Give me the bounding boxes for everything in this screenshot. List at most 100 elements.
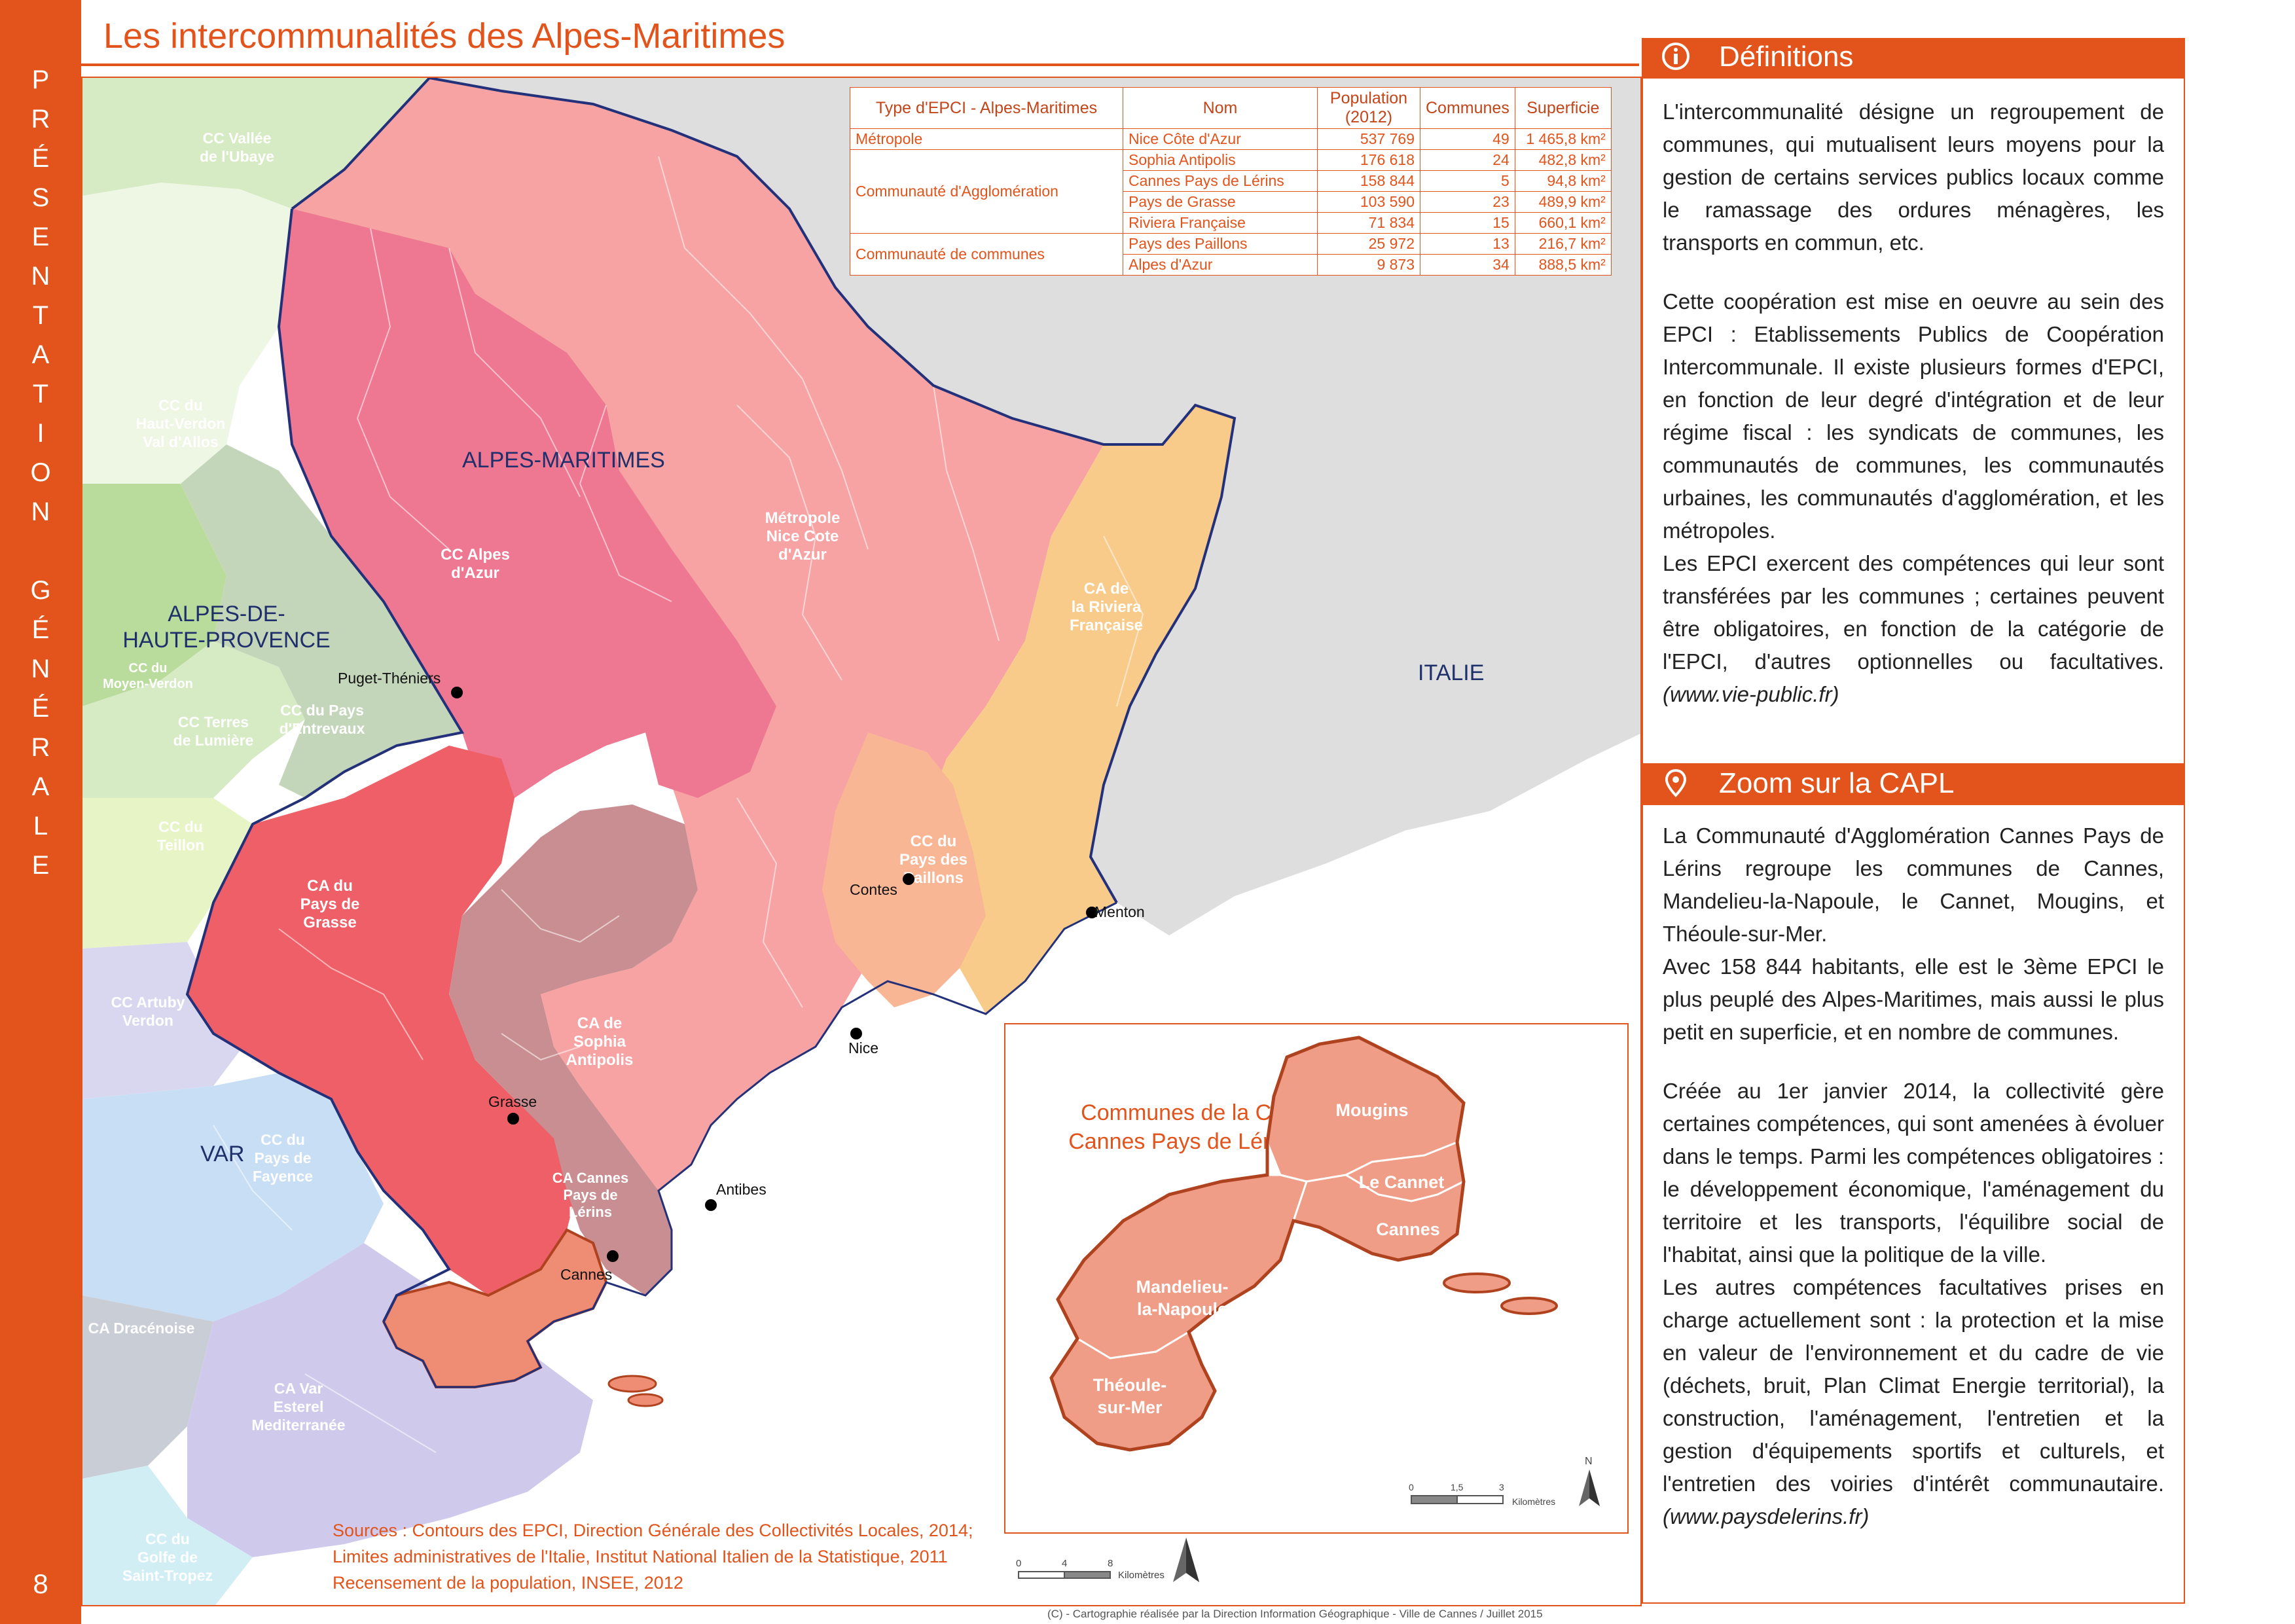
zoom-box: La Communauté d'Agglomération Cannes Pay… [1642,804,2185,1604]
label-esterel-2: Esterel [274,1398,324,1415]
inset-title-line-2: Cannes Pays de Lérins [1068,1129,1299,1154]
dept-label-var: VAR [200,1142,244,1166]
table-header-type: Type d'EPCI - Alpes-Maritimes [850,87,1123,129]
label-haut-verdon-3: Val d'Allos [143,433,218,450]
label-riviera-1: CA de [1084,580,1129,598]
inset-scale-0: 0 [1409,1482,1414,1492]
table-cell-name: Riviera Française [1123,212,1318,234]
table-cell-area: 216,7 km² [1514,233,1612,255]
map: ALPES-MARITIMES ALPES-DE- HAUTE-PROVENCE… [82,78,1640,1605]
zoom-p4: Les autres compétences facultatives pris… [1663,1275,2164,1496]
definitions-p3: Les EPCI exercent des compétences qui le… [1663,551,2164,674]
label-metropole-1: Métropole [765,509,840,527]
table-row: Métropole Nice Côte d'Azur 537 769 49 1 465,… [850,128,1612,150]
epci-table-body: Métropole Nice Côte d'Azur 537 769 49 1 465,… [850,128,1612,276]
label-moyen-verdon-1: CC du [129,661,168,676]
label-golfe-1: CC du [145,1530,190,1547]
label-artuby-2: Verdon [122,1012,173,1029]
table-cell-population: 158 844 [1317,170,1420,192]
scale-bar: 0 4 8 Kilomètres [1016,1558,1165,1581]
table-header-area: Superficie [1514,87,1612,129]
label-capl-1: CA Cannes [552,1170,629,1186]
label-haut-verdon-2: Haut-Verdon [136,415,226,432]
cities: Puget-Théniers Contes Menton Nice Grasse… [338,670,1145,1283]
side-band-letter: É [31,144,50,173]
scale-label-4: 4 [1062,1558,1067,1569]
label-grasse-3: Grasse [303,914,356,931]
inset-scale-1: 1,5 [1451,1482,1464,1492]
region-alpes-azur [279,209,776,798]
city-label-antibes: Antibes [716,1181,767,1198]
table-row: Cannes Pays de Lérins 158 844 5 94,8 km² [850,170,1612,192]
label-fayence-2: Pays de [255,1149,312,1166]
zoom-p2: Avec 158 844 habitants, elle est le 3ème… [1663,954,2164,1044]
definitions-title: Définitions [1719,41,1854,73]
side-band-letter: T [32,301,49,330]
side-band-letter: R [31,105,50,134]
label-capl-3: Lérins [569,1204,612,1220]
inset-label-mougins: Mougins [1336,1100,1409,1120]
source-line-3: Recensement de la population, INSEE, 201… [333,1573,683,1593]
region-dracenoise [82,1295,213,1479]
region-fayence [82,1073,384,1322]
city-label-grasse: Grasse [488,1093,537,1110]
inset-island-2 [1500,1297,1558,1315]
table-cell-population: 176 618 [1317,149,1420,171]
region-sophia [449,804,698,1295]
side-band-letter: N [31,497,50,526]
definitions-p1: L'intercommunalité désigne un regroupeme… [1663,99,2164,255]
commune-boundaries [213,156,1144,1453]
side-band-letter: E [31,223,50,251]
inset-scale-2: 3 [1499,1482,1504,1492]
side-band-letter: R [31,733,50,762]
region-labels: CC Vallée de l'Ubaye CC du Haut-Verdon V… [88,130,1143,1584]
city-dot-grasse [507,1113,519,1125]
side-band-letter: O [30,458,51,487]
page-number: 8 [33,1568,48,1599]
table-header-row: Type d'EPCI - Alpes-Maritimes Nom Popula… [850,87,1612,129]
label-pays-entrevaux-2: d'Entrevaux [280,720,365,737]
scale-label-8: 8 [1108,1558,1113,1569]
table-cell-population: 537 769 [1317,128,1420,150]
table-cell-type: Communauté de communes [850,233,1123,276]
side-band-letter: É [31,694,50,723]
page-title: Les intercommunalités des Alpes-Maritime… [103,16,786,56]
table-cell-name: Alpes d'Azur [1123,254,1318,276]
region-golfe [82,1466,253,1605]
side-band-letter: E [31,851,50,880]
label-metropole-3: d'Azur [778,546,827,564]
city-dot-nice [850,1028,862,1039]
label-sophia-3: Antipolis [566,1051,634,1069]
label-teillon-2: Teillon [157,837,204,854]
side-band-letter: S [31,183,50,212]
label-ubaye-1: CC Vallée [203,130,272,147]
label-dracenoise: CA Dracénoise [88,1320,195,1337]
info-icon [1662,43,1690,70]
city-label-contes: Contes [850,881,897,898]
inset-north-arrow: N [1579,1456,1600,1506]
inset-label-cannes: Cannes [1376,1219,1440,1239]
map-frame: ALPES-MARITIMES ALPES-DE- HAUTE-PROVENCE… [81,77,1642,1606]
label-fayence-1: CC du [261,1131,305,1148]
side-band-letter: N [31,262,50,291]
zoom-source: (www.paysdelerins.fr) [1663,1504,1870,1528]
table-cell-area: 1 465,8 km² [1514,128,1612,150]
city-label-nice: Nice [848,1039,878,1056]
zoom-header: Zoom sur la CAPL [1642,765,2185,804]
table-cell-name: Cannes Pays de Lérins [1123,170,1318,192]
zoom-p1: La Communauté d'Agglomération Cannes Pay… [1663,823,2164,946]
department-border [185,78,1237,1322]
label-sophia-2: Sophia [573,1033,626,1051]
table-row: Riviera Française 71 834 15 660,1 km² [850,212,1612,234]
table-cell-population: 71 834 [1317,212,1420,234]
sources: Sources : Contours des EPCI, Direction G… [333,1517,973,1596]
label-grasse-1: CA du [307,877,353,895]
table-cell-type: Métropole [850,128,1123,150]
label-grasse-2: Pays de [300,895,360,913]
inset-label-mandelieu-1: Mandelieu- [1136,1277,1228,1297]
island-lerins-2 [627,1393,664,1407]
label-riviera-2: la Riviera [1072,598,1142,616]
region-moyen-verdon [82,484,226,706]
island-lerins-1 [607,1375,657,1393]
